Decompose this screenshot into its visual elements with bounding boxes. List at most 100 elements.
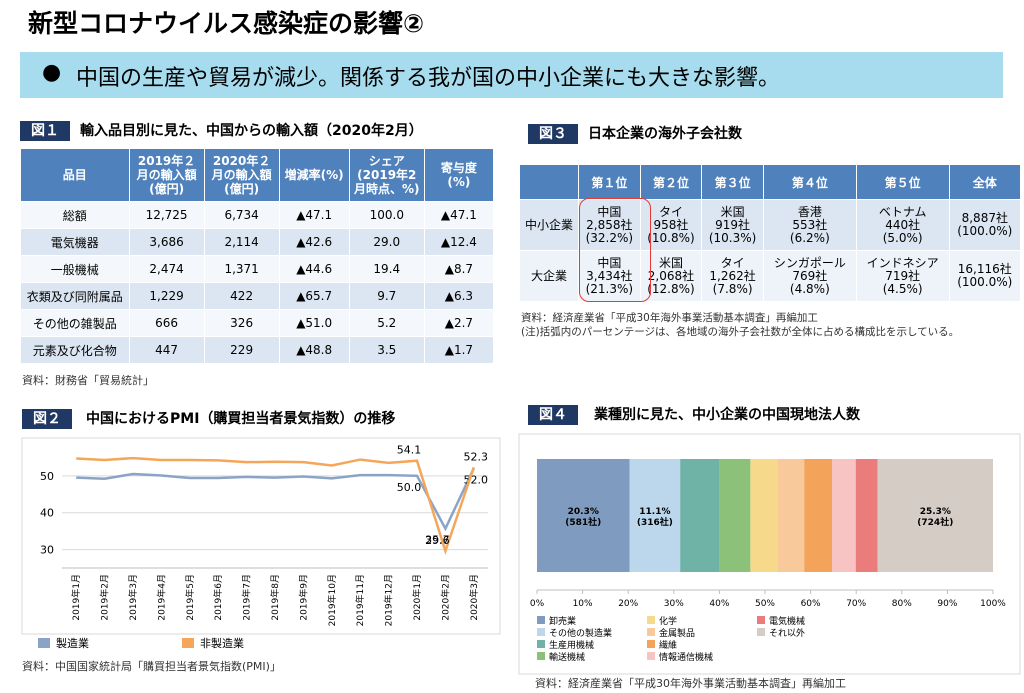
data-label: 11.1% — [639, 507, 670, 517]
cell: 一般機械 — [20, 255, 130, 283]
cell-line: 769社 — [792, 268, 828, 283]
cell-line: 919社 — [715, 217, 751, 232]
x-tick-label: 2019年6月 — [212, 574, 224, 621]
cell: 3.5 — [348, 336, 425, 364]
cell-line: タイ — [720, 255, 745, 270]
data-label: 25.3% — [920, 507, 951, 517]
legend-label: 情報通信機械 — [659, 651, 713, 663]
source: 資料：経済産業省「平成30年海外事業活動基本調査」再編加工 — [521, 312, 818, 324]
bar-segment — [855, 459, 878, 572]
cell-line: 月の輸入額 — [136, 168, 197, 182]
note: (注)括弧内のパーセンテージは、各地域の海外子会社数が全体に占める構成比を示して… — [521, 326, 960, 338]
cell: ▲2.7 — [423, 309, 495, 337]
x-tick-label: 2019年7月 — [241, 574, 253, 621]
row: 中小企業 中国 2,858社 (32.2%) タイ 958社 (10.8%) 米国 919社 (1… — [519, 199, 1022, 251]
cell-line: 958社 — [653, 217, 689, 232]
cell: タイ 1,262社 (7.8%) — [701, 250, 764, 302]
legend-swatch — [647, 628, 655, 636]
x-tick-label: 40% — [709, 599, 729, 609]
cell: 8,887社 (100.0%) — [948, 199, 1022, 251]
bar-segment — [777, 459, 805, 572]
cell: その他の雑製品 — [20, 309, 130, 337]
cell: ▲47.1 — [423, 201, 495, 229]
cell-line: (4.5%) — [882, 281, 923, 296]
cell: 447 — [128, 336, 205, 364]
header-cell: 増減率(%) — [278, 148, 350, 202]
data-label: 54.1 — [397, 444, 422, 457]
banner: ● 中国の生産や貿易が減少。関係する我が国の中小企業にも大きな影響。 — [20, 52, 1003, 98]
legend-swatch — [537, 640, 545, 648]
bar-segment — [719, 459, 751, 572]
page-title: 新型コロナウイルス感染症の影響② — [28, 9, 425, 38]
chart-frame — [21, 437, 501, 635]
bar-segment — [629, 459, 681, 572]
cell: 衣類及び同附属品 — [20, 282, 130, 310]
cell-line: 米国 — [658, 255, 683, 270]
x-tick-label: 80% — [892, 599, 912, 609]
legend-label: それ以外 — [769, 627, 805, 639]
x-tick-label: 2019年2月 — [99, 574, 111, 621]
header-cell: 第３位 — [701, 164, 764, 200]
figure-title: 業種別に見た、中小企業の中国現地法人数 — [594, 407, 860, 423]
legend-label: 輸送機械 — [549, 651, 585, 663]
cell-line: (7.8%) — [712, 281, 753, 296]
banner-text: 中国の生産や貿易が減少。関係する我が国の中小企業にも大きな影響。 — [76, 66, 781, 91]
legend-swatch — [757, 616, 765, 624]
data-label: 52.3 — [464, 450, 489, 463]
cell: 666 — [128, 309, 205, 337]
legend-label: 生産用機械 — [549, 639, 594, 651]
legend-label: 金属製品 — [659, 627, 695, 639]
y-tick-label: 40 — [40, 507, 54, 520]
cell: 100.0 — [348, 201, 425, 229]
cell-line: (4.8%) — [789, 281, 830, 296]
cell: 香港 553社 (6.2%) — [762, 199, 857, 251]
cell-line: 8,887社 — [961, 211, 1008, 225]
x-tick-label: 2019年4月 — [155, 574, 167, 621]
cell: 元素及び化合物 — [20, 336, 130, 364]
cell: 2,474 — [128, 255, 205, 283]
cell-line: 香港 — [797, 204, 822, 219]
cell-line: (12.8%) — [647, 281, 695, 296]
cell: 5.2 — [348, 309, 425, 337]
cell: ▲6.3 — [423, 282, 495, 310]
figure-title: 輸入品目別に見た、中国からの輸入額（2020年2月） — [80, 123, 423, 139]
header-row: 第１位 第２位 第３位 第４位 第５位 全体 — [519, 164, 1022, 200]
row: 衣類及び同附属品 1,229 422 ▲65.7 9.7 ▲6.3 — [20, 282, 495, 310]
legend-label: 非製造業 — [200, 636, 244, 650]
legend-label: 電気機械 — [769, 615, 805, 627]
row: 元素及び化合物 447 229 ▲48.8 3.5 ▲1.7 — [20, 336, 495, 364]
cell-line: 中国 — [597, 255, 622, 270]
figure-title: 日本企業の海外子会社数 — [588, 126, 742, 142]
row: 大企業 中国 3,434社 (21.3%) 米国 2,068社 (12.8%) タイ 1,262… — [519, 250, 1022, 302]
cell-line: タイ — [658, 204, 683, 219]
row-label: 中小企業 — [519, 199, 579, 251]
cell: 9.7 — [348, 282, 425, 310]
cell-line: シェア — [368, 154, 405, 168]
cell-line: 月時点、%) — [354, 182, 420, 196]
cell: ▲65.7 — [278, 282, 350, 310]
cell-line: 中国 — [597, 204, 622, 219]
cell: 総額 — [20, 201, 130, 229]
legend-label: 化学 — [659, 615, 677, 627]
cell-line: (100.0%) — [957, 224, 1013, 238]
cell-line: 月の輸入額 — [211, 168, 272, 182]
x-tick-label: 100% — [980, 599, 1006, 609]
cell-line: (6.2%) — [789, 230, 830, 245]
cell: 19.4 — [348, 255, 425, 283]
cell: 米国 919社 (10.3%) — [701, 199, 764, 251]
cell: 326 — [203, 309, 280, 337]
cell-line: (10.8%) — [647, 230, 695, 245]
x-tick-label: 2020年2月 — [439, 574, 451, 621]
figure-label: 図４ — [528, 405, 578, 425]
cell-line: インドネシア — [866, 255, 939, 270]
x-tick-label: 20% — [618, 599, 638, 609]
highlight — [579, 198, 651, 302]
row: 電気機器 3,686 2,114 ▲42.6 29.0 ▲12.4 — [20, 228, 495, 256]
cell-line: 2020年２ — [212, 154, 271, 168]
x-tick-label: 2019年12月 — [383, 574, 395, 626]
x-tick-label: 2019年5月 — [184, 574, 196, 621]
figure-label: 図２ — [22, 409, 72, 429]
y-tick-label: 50 — [40, 470, 54, 483]
x-tick-label: 2019年8月 — [269, 574, 281, 621]
data-label: 20.3% — [568, 507, 599, 517]
